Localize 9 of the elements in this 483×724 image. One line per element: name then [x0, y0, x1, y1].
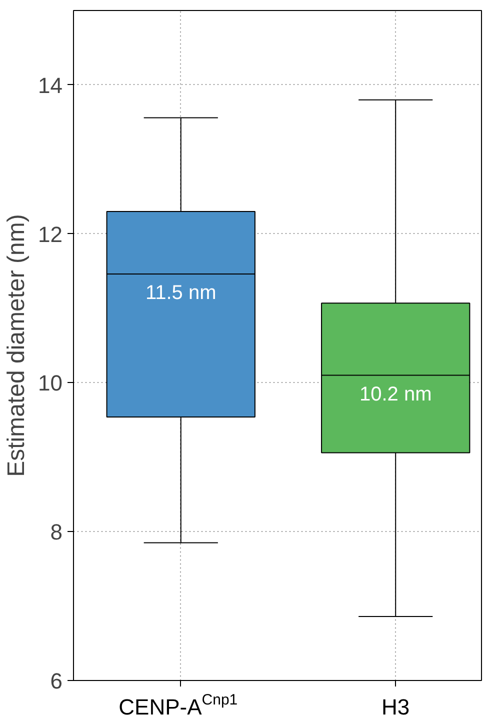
y-tick-label: 10 — [38, 370, 63, 396]
y-axis-title: Estimated diameter (nm) — [3, 214, 30, 477]
y-tick-label: 12 — [38, 222, 63, 247]
y-tick-label: 14 — [38, 72, 63, 98]
annotation: 11.5 nm — [145, 282, 216, 304]
y-tick-label: 8 — [50, 520, 63, 545]
annotation: 10.2 nm — [359, 383, 432, 406]
x-tick-label: H3 — [382, 694, 410, 720]
y-tick-label: 6 — [50, 668, 63, 694]
